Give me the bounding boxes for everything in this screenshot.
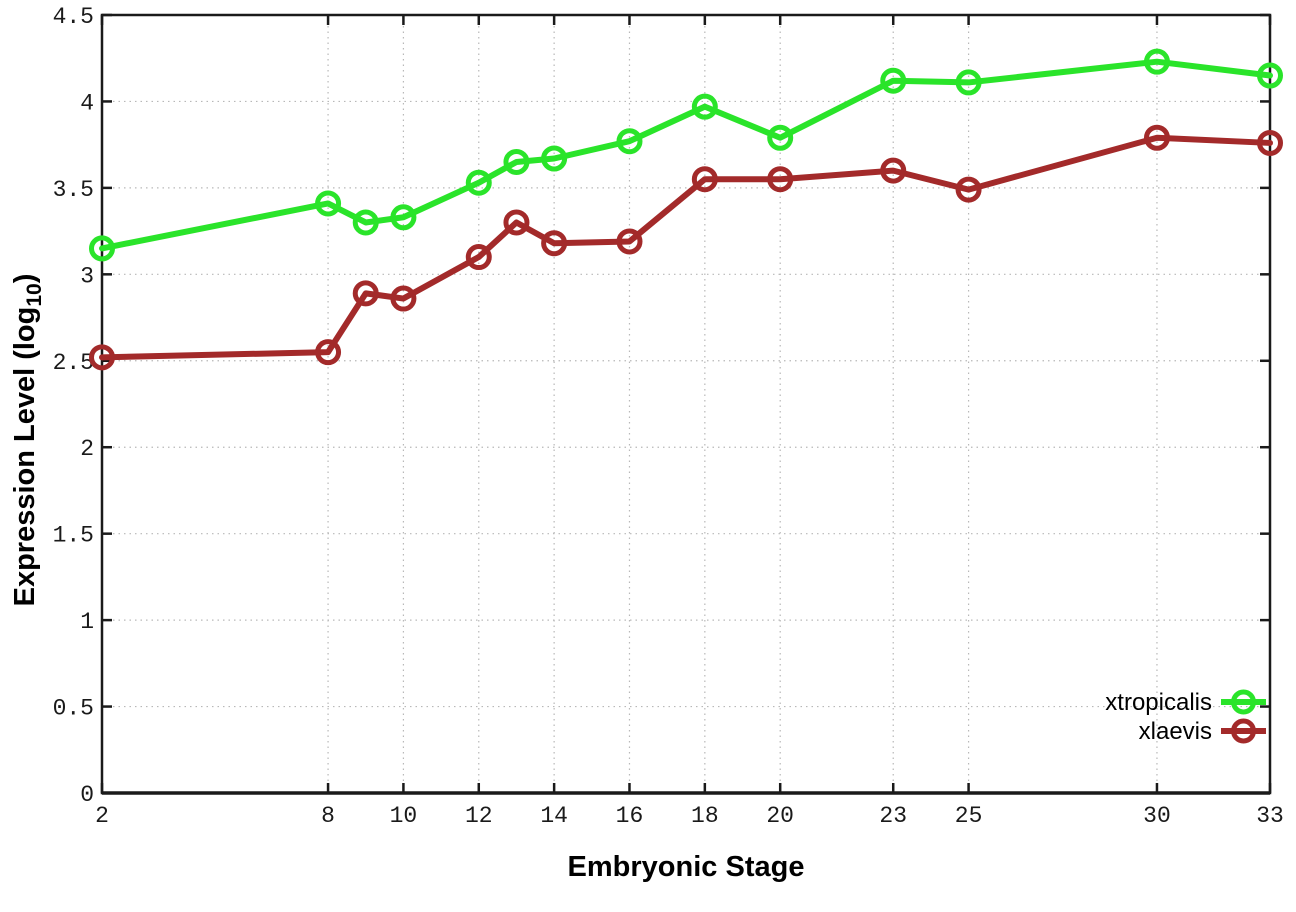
- data-point-xtropicalis: [1143, 48, 1170, 75]
- data-point-xlaevis: [503, 209, 530, 236]
- series-layer: [89, 48, 1283, 371]
- y-tick-label: 1: [80, 609, 94, 635]
- data-point-xlaevis: [465, 244, 492, 271]
- data-point-xlaevis: [616, 228, 643, 255]
- x-tick-label: 25: [955, 803, 983, 829]
- y-tick-label: 4.5: [53, 4, 94, 30]
- data-point-xtropicalis: [767, 124, 794, 151]
- x-tick-label: 10: [390, 803, 418, 829]
- x-tick-label: 2: [95, 803, 109, 829]
- plot-border: [100, 13, 1272, 795]
- ticks-layer: [100, 13, 1272, 795]
- legend-label: xtropicalis: [1105, 689, 1212, 716]
- y-tick-label: 0.5: [53, 696, 94, 722]
- x-tick-label: 14: [540, 803, 568, 829]
- y-tick-label: 2.5: [53, 350, 94, 376]
- grid-layer: [101, 14, 1271, 794]
- y-tick-label: 1.5: [53, 523, 94, 549]
- y-axis-title-subscript: 10: [23, 283, 46, 306]
- data-point-xlaevis: [541, 230, 568, 257]
- x-tick-label: 8: [321, 803, 335, 829]
- data-point-xtropicalis: [503, 148, 530, 175]
- legend-item-xtropicalis: xtropicalis: [1105, 689, 1266, 716]
- data-point-xtropicalis: [955, 69, 982, 96]
- series-xtropicalis: [89, 48, 1283, 262]
- data-point-xlaevis: [89, 344, 115, 371]
- data-point-xtropicalis: [89, 235, 115, 262]
- tick-labels-layer: 2 8 10 12 14 16 18 20 23 25 30 33 0 0.5 1 1.5 2 2.5 3 3.5 4 4…: [53, 4, 1284, 829]
- data-point-xlaevis: [390, 285, 417, 312]
- x-tick-label: 33: [1256, 803, 1284, 829]
- data-point-xlaevis: [1143, 124, 1170, 151]
- data-point-xtropicalis: [880, 67, 907, 94]
- y-axis-title-text: Expression Level (log: [9, 307, 41, 607]
- x-tick-label: 30: [1143, 803, 1171, 829]
- data-point-xtropicalis: [541, 145, 568, 172]
- data-point-xlaevis: [880, 157, 907, 184]
- legend-label: xlaevis: [1139, 718, 1212, 745]
- data-point-xtropicalis: [390, 204, 417, 231]
- legend-marker-icon: [1231, 689, 1256, 715]
- data-point-xlaevis: [352, 280, 379, 307]
- data-point-xtropicalis: [465, 169, 492, 196]
- y-axis-title: Expression Level (log10): [9, 274, 46, 607]
- x-tick-label: 12: [465, 803, 493, 829]
- legend-item-xlaevis: xlaevis: [1139, 718, 1266, 745]
- data-point-xlaevis: [691, 166, 718, 193]
- data-point-xlaevis: [315, 339, 342, 366]
- x-tick-label: 23: [879, 803, 907, 829]
- y-tick-label: 3: [80, 263, 94, 289]
- data-point-xlaevis: [767, 166, 794, 193]
- series-line-xlaevis: [99, 134, 1273, 361]
- data-point-xtropicalis: [315, 190, 342, 217]
- y-tick-label: 3.5: [53, 177, 94, 203]
- y-axis-title-suffix: ): [9, 274, 41, 284]
- y-tick-label: 0: [80, 782, 94, 808]
- data-point-xtropicalis: [616, 128, 643, 155]
- x-tick-label: 16: [616, 803, 644, 829]
- y-tick-label: 2: [80, 436, 94, 462]
- x-tick-label: 18: [691, 803, 719, 829]
- data-point-xlaevis: [1257, 129, 1283, 156]
- x-tick-label: 20: [766, 803, 794, 829]
- x-axis-title: Embryonic Stage: [568, 851, 805, 883]
- data-point-xtropicalis: [1257, 62, 1283, 89]
- series-xlaevis: [89, 124, 1283, 371]
- data-point-xtropicalis: [691, 93, 718, 120]
- data-point-xtropicalis: [352, 209, 379, 236]
- y-tick-label: 4: [80, 90, 94, 116]
- data-point-xlaevis: [955, 176, 982, 203]
- legend-marker-icon: [1231, 718, 1256, 744]
